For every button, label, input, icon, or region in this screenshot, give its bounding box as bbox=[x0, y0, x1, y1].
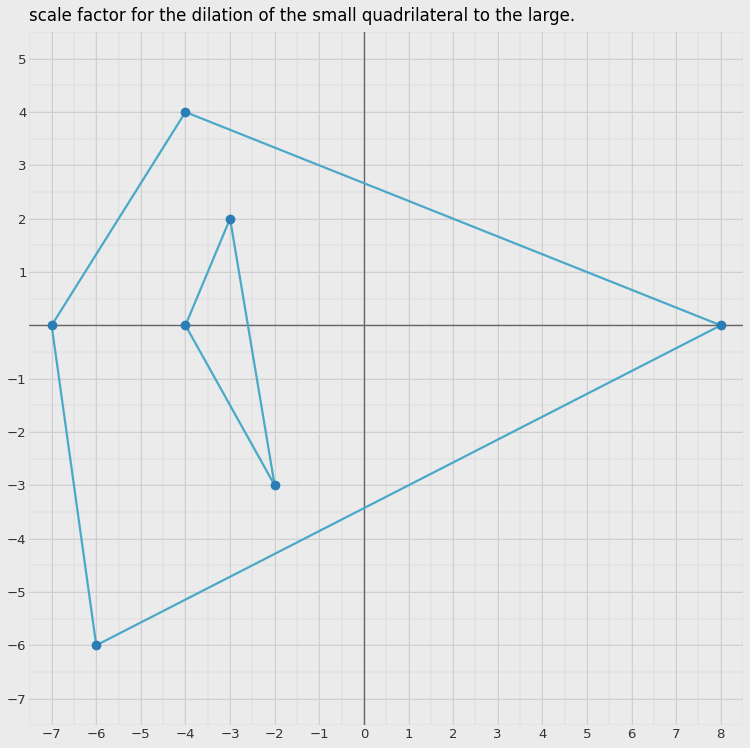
Text: scale factor for the dilation of the small quadrilateral to the large.: scale factor for the dilation of the sma… bbox=[29, 7, 575, 25]
